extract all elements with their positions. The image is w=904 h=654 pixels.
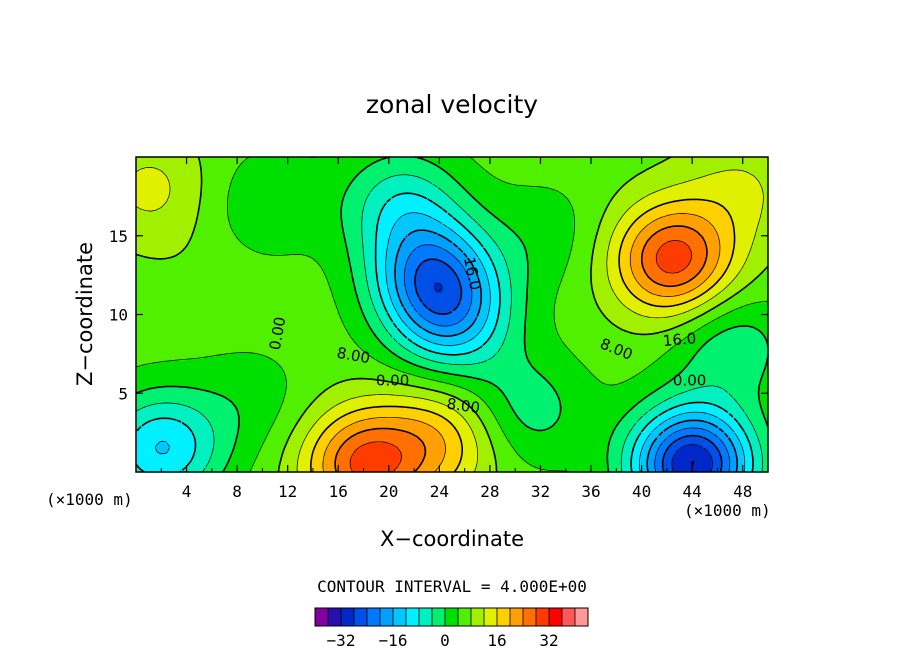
y-axis-label: Z−coordinate	[73, 242, 97, 386]
colorbar	[314, 607, 589, 627]
contour-line	[334, 225, 708, 473]
colorbar-swatch	[562, 608, 576, 626]
x-tick-label: 4	[182, 482, 192, 501]
y-ticks: 5 10 15	[109, 227, 768, 403]
colorbar-swatch	[484, 608, 498, 626]
contour-label: 0.00	[673, 372, 706, 390]
zonal-velocity-field	[136, 157, 768, 472]
contour-line	[403, 244, 731, 473]
contour-line	[322, 213, 721, 473]
contour-interval-label: CONTOUR INTERVAL = 4.000E+00	[317, 577, 587, 596]
x-tick-label: 36	[581, 482, 600, 501]
x-tick-label: 40	[632, 482, 651, 501]
colorbar-swatch	[445, 608, 459, 626]
y-tick-label: 5	[118, 384, 128, 403]
colorbar-swatch	[549, 608, 563, 626]
y-tick-label: 15	[109, 227, 128, 246]
colorbar-tick-label: 32	[539, 631, 558, 650]
plot-area: 0.000.00 0.008.008.008.00 16.016.0 4 8 12 16 2…	[109, 156, 769, 501]
contour-line	[135, 192, 754, 473]
y-tick-label: 10	[109, 306, 128, 325]
colorbar-swatch	[536, 608, 550, 626]
contour-line	[414, 258, 723, 473]
colorbar-tick-label: −32	[327, 631, 356, 650]
x-tick-label: 24	[430, 482, 449, 501]
contour-line	[135, 156, 769, 473]
contour-label: 0.00	[376, 372, 409, 390]
contour-line	[394, 229, 738, 473]
x-tick-label: 48	[733, 482, 752, 501]
colorbar-swatch	[341, 608, 355, 626]
contour-line	[691, 460, 695, 465]
colorbar-swatch	[432, 608, 446, 626]
colorbar-swatch	[328, 608, 342, 626]
x-tick-label: 28	[480, 482, 499, 501]
chart-title: zonal velocity	[366, 90, 538, 119]
contour-line	[135, 167, 764, 473]
colorbar-swatch	[510, 608, 524, 626]
x-tick-label: 20	[379, 482, 398, 501]
colorbar-swatch	[393, 608, 407, 626]
contour-line	[155, 212, 746, 473]
colorbar-swatch	[354, 608, 368, 626]
colorbar-swatch	[575, 608, 589, 626]
contour-line	[310, 198, 736, 473]
contour-line	[349, 240, 692, 473]
colorbar-swatch	[367, 608, 381, 626]
x-unit-left: (×1000 m)	[46, 490, 133, 509]
colorbar-tick-label: −16	[379, 631, 408, 650]
colorbar-swatch	[471, 608, 485, 626]
colorbar-swatch	[380, 608, 394, 626]
colorbar-ticks: −32 −16 0 16 32	[327, 631, 559, 650]
x-tick-label: 12	[278, 482, 297, 501]
contour-label: 8.00	[335, 344, 371, 368]
colorbar-tick-label: 0	[440, 631, 450, 650]
colorbar-tick-label: 16	[487, 631, 506, 650]
contour-lines	[135, 156, 769, 473]
x-tick-label: 32	[531, 482, 550, 501]
colorbar-swatch	[315, 608, 329, 626]
contour-line	[135, 156, 769, 473]
x-tick-label: 8	[232, 482, 242, 501]
x-axis-label: X−coordinate	[380, 527, 524, 551]
colorbar-swatch	[523, 608, 537, 626]
contour-label: 16.0	[662, 329, 697, 350]
colorbar-swatch	[419, 608, 433, 626]
colorbar-frame	[314, 607, 589, 627]
colorbar-swatch	[406, 608, 420, 626]
contour-label: 8.00	[446, 395, 482, 417]
contour-line	[135, 156, 769, 473]
contour-line	[434, 282, 713, 473]
x-tick-label: 44	[683, 482, 702, 501]
contour-line	[135, 174, 763, 473]
colorbar-swatch	[497, 608, 511, 626]
x-tick-label: 16	[329, 482, 348, 501]
x-unit-right: (×1000 m)	[684, 501, 771, 520]
colorbar-swatch	[458, 608, 472, 626]
contour-label: 0.00	[266, 315, 290, 351]
x-ticks: 4 8 12 16 20 24 28 32 36 40 44 48	[160, 157, 752, 501]
